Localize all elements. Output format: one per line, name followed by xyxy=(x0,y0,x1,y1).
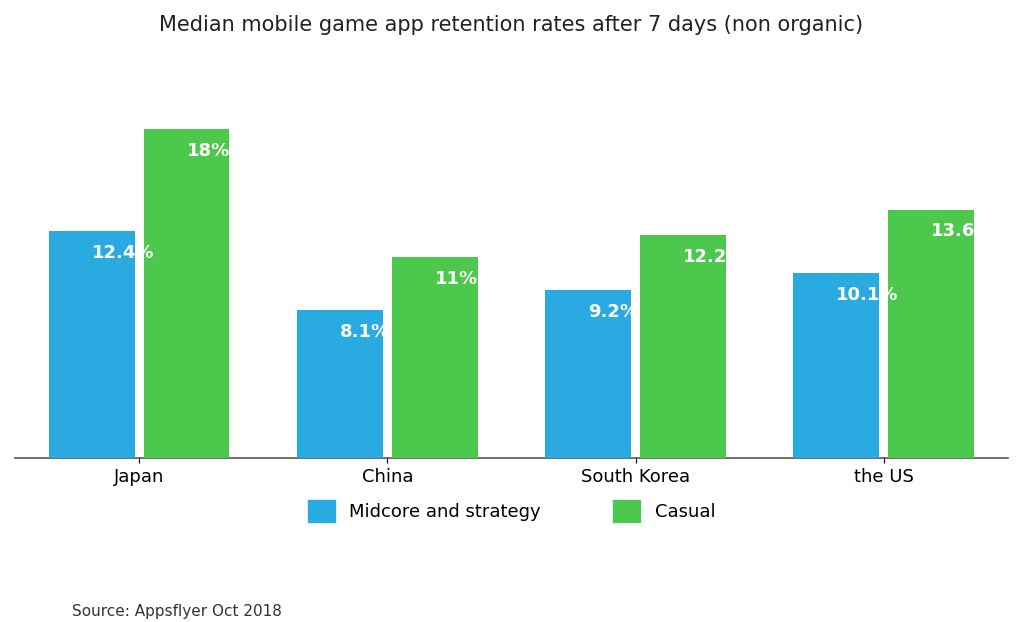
Title: Median mobile game app retention rates after 7 days (non organic): Median mobile game app retention rates a… xyxy=(160,15,863,35)
Bar xyxy=(143,129,229,458)
Bar xyxy=(297,310,383,458)
Text: 8.1%: 8.1% xyxy=(340,323,390,341)
Text: Source: Appsflyer Oct 2018: Source: Appsflyer Oct 2018 xyxy=(72,604,282,619)
Bar xyxy=(49,231,134,458)
Text: 18%: 18% xyxy=(186,142,229,160)
Text: 12.4%: 12.4% xyxy=(92,244,155,262)
Text: 13.6%: 13.6% xyxy=(931,222,993,240)
Text: 10.1%: 10.1% xyxy=(837,286,899,304)
Bar xyxy=(392,257,477,458)
Text: 11%: 11% xyxy=(435,270,478,288)
Text: 12.2%: 12.2% xyxy=(683,248,745,266)
Bar xyxy=(640,235,726,458)
Bar xyxy=(794,274,880,458)
Text: 9.2%: 9.2% xyxy=(588,303,638,321)
Legend: Midcore and strategy, Casual: Midcore and strategy, Casual xyxy=(300,493,722,529)
Bar xyxy=(888,210,974,458)
Bar xyxy=(545,290,631,458)
